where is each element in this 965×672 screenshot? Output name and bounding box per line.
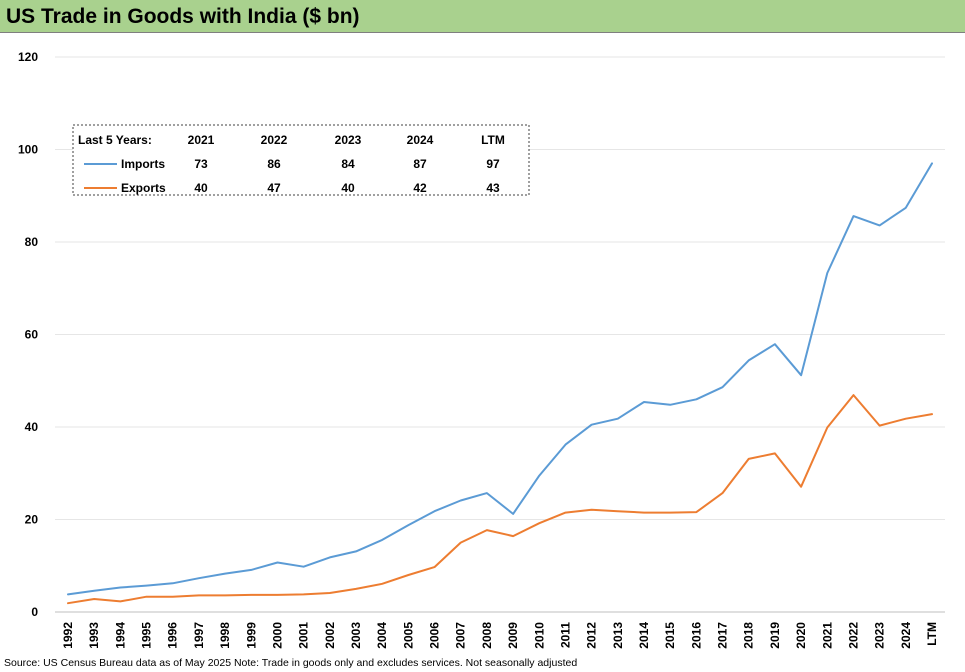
legend-value-exports-2024: 42 [413,181,427,195]
legend-value-exports-2021: 40 [194,181,208,195]
x-tick-label-2011: 2011 [558,622,572,648]
legend-value-exports-2023: 40 [341,181,355,195]
y-tick-label-80: 80 [25,235,39,249]
x-tick-label-1999: 1999 [244,622,258,649]
x-tick-label-2004: 2004 [375,622,389,649]
x-tick-label-1995: 1995 [140,622,154,649]
x-tick-label-2022: 2022 [846,622,860,649]
legend-table-label: Last 5 Years: [78,133,152,147]
x-tick-label-2024: 2024 [899,622,913,649]
legend-value-imports-2024: 87 [413,157,427,171]
chart-title: US Trade in Goods with India ($ bn) [6,5,360,28]
y-tick-label-40: 40 [25,420,39,434]
x-tick-label-1998: 1998 [218,622,232,649]
x-tick-label-2002: 2002 [323,622,337,649]
x-tick-label-1993: 1993 [87,622,101,649]
legend-col-2021: 2021 [188,133,215,147]
x-tick-label-2017: 2017 [716,622,730,649]
legend-value-imports-ltm: 97 [486,157,500,171]
x-tick-label-2014: 2014 [637,622,651,649]
series-line-exports [67,394,933,605]
y-tick-label-20: 20 [25,513,39,527]
y-tick-label-0: 0 [31,605,38,619]
x-tick-label-2005: 2005 [401,622,415,649]
x-tick-label-2016: 2016 [689,622,703,649]
y-tick-label-120: 120 [18,50,38,64]
x-tick-label-2010: 2010 [532,622,546,649]
title-bar: US Trade in Goods with India ($ bn) [0,0,965,33]
x-tick-label-2019: 2019 [768,622,782,649]
legend-col-2024: 2024 [407,133,434,147]
x-tick-label-2006: 2006 [428,622,442,649]
x-tick-label-2013: 2013 [611,622,625,649]
x-tick-label-2009: 2009 [506,622,520,649]
x-tick-label-2018: 2018 [742,622,756,649]
x-tick-label-2007: 2007 [454,622,468,649]
x-tick-label-2008: 2008 [480,622,494,649]
legend-value-exports-ltm: 43 [486,181,500,195]
x-tick-label-2020: 2020 [794,622,808,649]
line-chart: 0 20 40 60 80 100 120 1992 1993 1994 1995 1996 1997 1… [18,50,945,649]
x-tick-label-2015: 2015 [663,622,677,649]
x-tick-label-1996: 1996 [166,622,180,649]
x-tick-label-1997: 1997 [192,622,206,649]
y-tick-label-60: 60 [25,328,39,342]
y-tick-label-100: 100 [18,143,38,157]
series-line-imports [67,162,933,596]
legend-value-imports-2023: 84 [341,157,355,171]
x-tick-label-2021: 2021 [820,622,834,649]
x-tick-label-2003: 2003 [349,622,363,649]
legend-col-2022: 2022 [261,133,288,147]
legend-value-exports-2022: 47 [267,181,281,195]
source-note: Source: US Census Bureau data as of May … [4,657,578,669]
x-tick-label-2000: 2000 [270,622,284,649]
legend-col-2023: 2023 [335,133,362,147]
x-tick-label-LTM: LTM [925,622,939,646]
x-tick-label-2012: 2012 [585,622,599,649]
legend-value-imports-2021: 73 [194,157,208,171]
legend-row-label-exports: Exports [121,181,166,195]
x-tick-label-2023: 2023 [873,622,887,649]
x-tick-label-1992: 1992 [61,622,75,649]
x-tick-label-2001: 2001 [297,622,311,649]
legend-table-box [72,124,530,196]
legend-row-label-imports: Imports [121,157,165,171]
legend-col-ltm: LTM [481,133,505,147]
x-tick-label-1994: 1994 [113,622,127,649]
legend-value-imports-2022: 86 [267,157,281,171]
